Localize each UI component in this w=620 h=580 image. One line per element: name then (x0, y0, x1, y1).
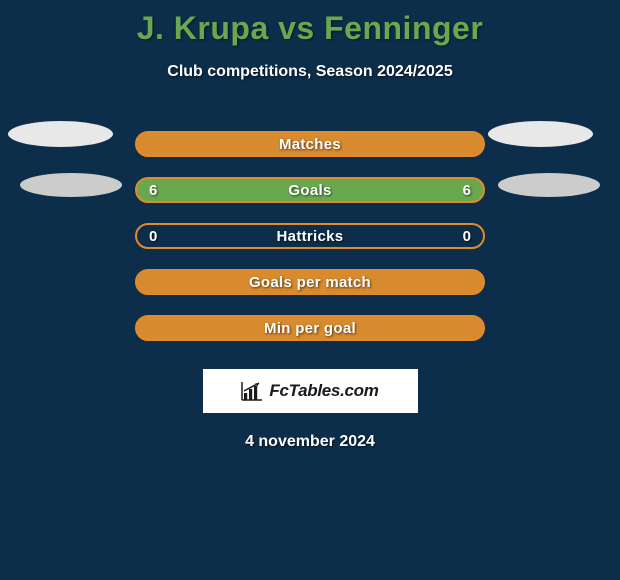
stat-label: Matches (279, 136, 341, 153)
date-text: 4 november 2024 (0, 433, 620, 451)
stat-value-right: 6 (463, 182, 471, 199)
stat-label: Goals per match (249, 274, 371, 291)
logo-text: FcTables.com (269, 381, 378, 401)
chart-area: Matches 6 Goals 6 0 Hattricks 0 Goals per match… (0, 121, 620, 351)
page-title: J. Krupa vs Fenninger (0, 0, 620, 47)
logo-wrap: FcTables.com (0, 369, 620, 413)
stat-bar: 6 Goals 6 (135, 177, 485, 203)
stat-bar: Matches (135, 131, 485, 157)
stat-value-left: 0 (149, 228, 157, 245)
stat-bar: Goals per match (135, 269, 485, 295)
stat-row: 0 Hattricks 0 (0, 213, 620, 259)
stat-bar: Min per goal (135, 315, 485, 341)
subtitle: Club competitions, Season 2024/2025 (0, 63, 620, 81)
stat-bar: 0 Hattricks 0 (135, 223, 485, 249)
stat-label: Goals (288, 182, 331, 199)
stat-row: Goals per match (0, 259, 620, 305)
stat-row: Matches (0, 121, 620, 167)
logo-box: FcTables.com (203, 369, 418, 413)
stat-value-right: 0 (463, 228, 471, 245)
stat-label: Min per goal (264, 320, 356, 337)
stat-row: 6 Goals 6 (0, 167, 620, 213)
bar-chart-icon (241, 381, 263, 401)
stat-label: Hattricks (277, 228, 344, 245)
stat-row: Min per goal (0, 305, 620, 351)
stat-value-left: 6 (149, 182, 157, 199)
